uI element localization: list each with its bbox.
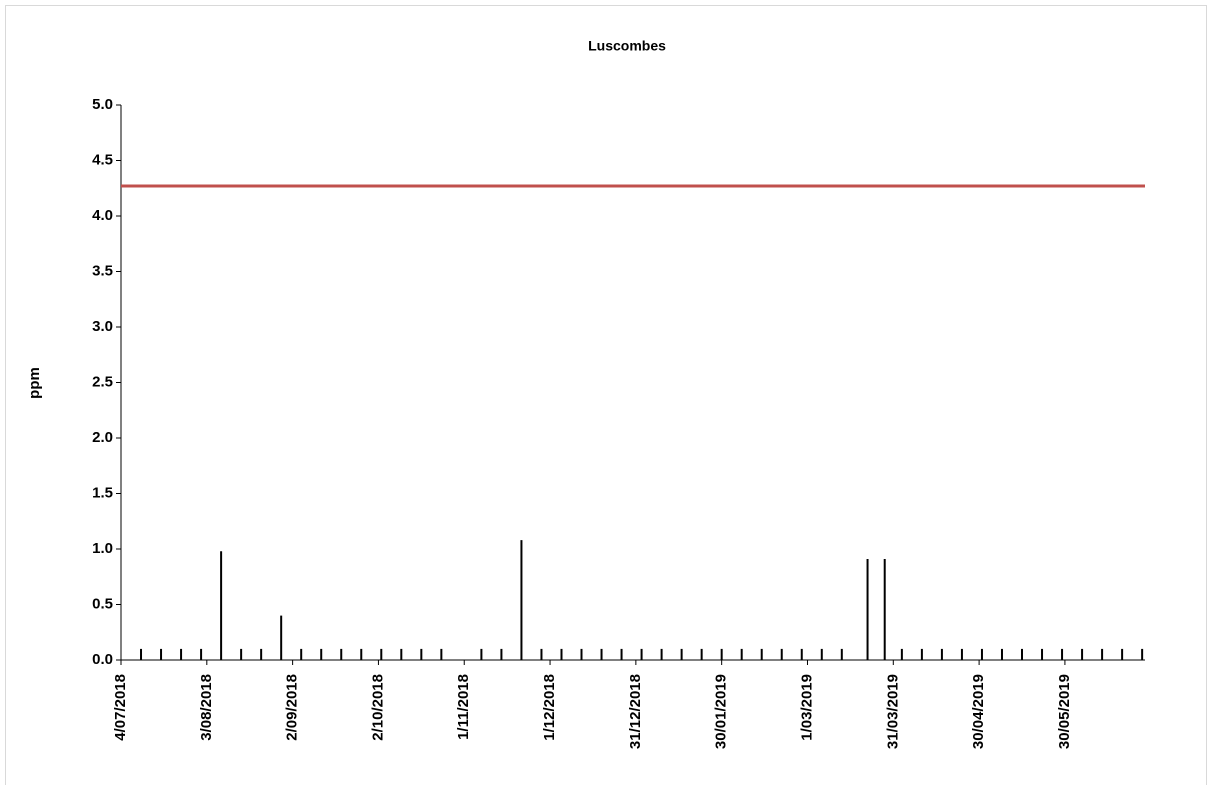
x-tick-label: 2/09/2018 xyxy=(284,674,301,741)
x-tick-label: 3/08/2018 xyxy=(198,674,215,741)
chart-title: Luscombes xyxy=(588,38,666,54)
x-tick-label: 31/12/2018 xyxy=(627,674,644,749)
y-tick-label: 2.5 xyxy=(92,373,113,390)
x-tick-label: 30/05/2019 xyxy=(1056,674,1073,749)
chart-frame xyxy=(5,5,1207,790)
x-tick-label: 1/11/2018 xyxy=(455,674,472,740)
x-tick-label: 2/10/2018 xyxy=(369,674,386,741)
x-tick-label: 30/01/2019 xyxy=(713,674,730,749)
x-tick-label: 1/12/2018 xyxy=(541,674,558,741)
y-tick-label: 3.0 xyxy=(92,318,113,335)
y-tick-label: 3.5 xyxy=(92,262,113,279)
y-tick-label: 4.0 xyxy=(92,207,113,224)
y-axis-label: ppm xyxy=(26,367,43,399)
y-tick-label: 1.5 xyxy=(92,484,113,501)
x-tick-label: 4/07/2018 xyxy=(112,674,129,741)
y-tick-label: 0.0 xyxy=(92,651,113,668)
x-tick-label: 31/03/2019 xyxy=(884,674,901,749)
y-tick-label: 2.0 xyxy=(92,429,113,446)
y-tick-label: 5.0 xyxy=(92,96,113,113)
y-tick-label: 0.5 xyxy=(92,595,113,612)
x-tick-label: 1/03/2019 xyxy=(798,674,815,741)
y-tick-label: 4.5 xyxy=(92,151,113,168)
x-tick-label: 30/04/2019 xyxy=(970,674,987,749)
y-tick-label: 1.0 xyxy=(92,540,113,557)
